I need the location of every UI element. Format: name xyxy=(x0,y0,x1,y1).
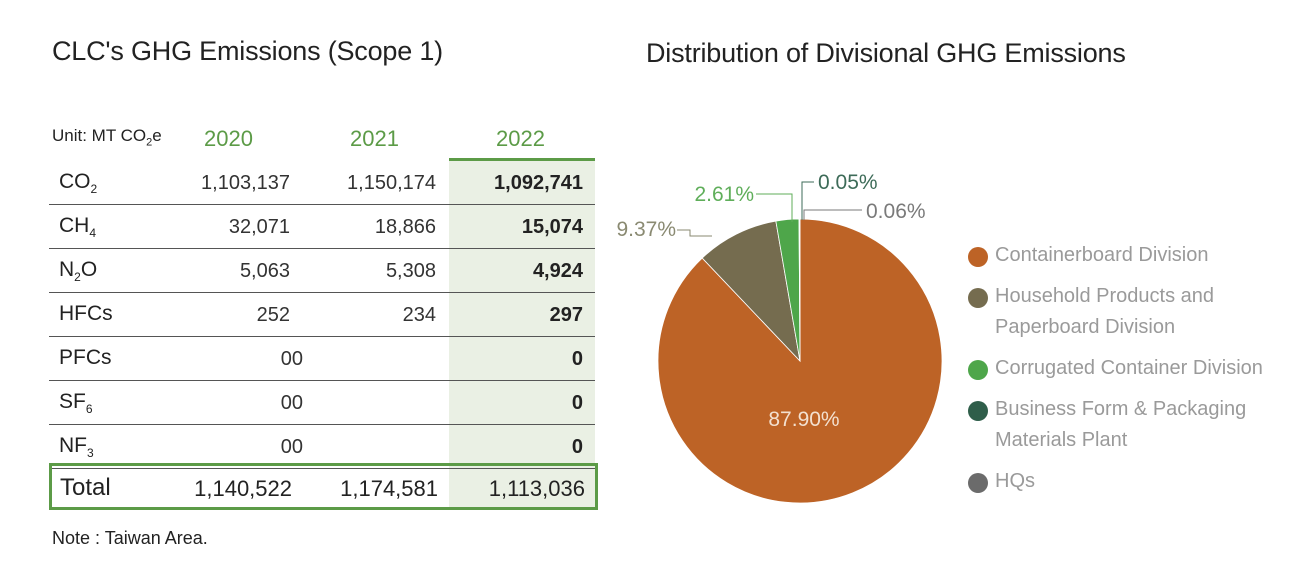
cell-2020: 1,103,137 xyxy=(201,172,290,194)
cell-2020-2021: 00 xyxy=(280,348,303,370)
legend-swatch xyxy=(968,288,988,308)
table-row: HFCs 252 234 297 xyxy=(49,293,595,337)
legend-swatch xyxy=(968,247,988,267)
unit-label: Unit: MT CO2e xyxy=(52,126,162,149)
cell-2022: 297 xyxy=(549,304,583,326)
legend-swatch xyxy=(968,401,988,421)
gas-label: N2O xyxy=(59,258,98,285)
cell-2020-2021: 00 xyxy=(280,436,303,458)
total-label: Total xyxy=(60,474,111,501)
leader-line-household xyxy=(677,229,712,237)
table-row: CH4 32,071 18,866 15,074 xyxy=(49,205,595,249)
cell-2022: 1,092,741 xyxy=(494,172,583,194)
total-2021: 1,174,581 xyxy=(340,476,438,501)
legend-swatch xyxy=(968,473,988,493)
legend-label: Corrugated Container Division xyxy=(995,357,1263,379)
cell-2021: 234 xyxy=(402,304,436,326)
chart-title: Distribution of Divisional GHG Emissions xyxy=(646,38,1126,68)
table-row: N2O 5,063 5,308 4,924 xyxy=(49,249,595,293)
cell-2022: 15,074 xyxy=(521,216,583,238)
leader-line-corrugated xyxy=(756,193,793,222)
cell-2021: 1,150,174 xyxy=(347,172,436,194)
gas-label: CO2 xyxy=(59,170,98,197)
table-row: SF6 00 0 xyxy=(49,381,595,425)
cell-2022: 0 xyxy=(571,392,583,414)
year-header-2020: 2020 xyxy=(204,126,253,151)
legend-label: Containerboard Division xyxy=(995,244,1209,266)
gas-label: CH4 xyxy=(59,214,97,241)
cell-2020: 5,063 xyxy=(239,260,290,282)
cell-2021: 5,308 xyxy=(385,260,436,282)
table-title: CLC's GHG Emissions (Scope 1) xyxy=(52,36,443,66)
data-label-business-form: 0.05% xyxy=(818,171,878,194)
data-label-household: 9.37% xyxy=(616,218,676,241)
highlight-column-2022 xyxy=(449,160,595,508)
cell-2020-2021: 00 xyxy=(280,392,303,414)
cell-2022: 4,924 xyxy=(532,260,583,282)
legend-label: HQs xyxy=(995,470,1035,492)
data-label-corrugated: 2.61% xyxy=(694,183,754,206)
table-row: CO2 1,103,137 1,150,174 1,092,741 xyxy=(49,161,595,205)
year-header-2022: 2022 xyxy=(496,126,545,151)
cell-2022: 0 xyxy=(571,436,583,458)
slice-hqs xyxy=(799,218,801,362)
footnote: Note : Taiwan Area. xyxy=(52,528,208,548)
gas-label: HFCs xyxy=(59,302,113,325)
year-header-2021: 2021 xyxy=(350,126,399,151)
leader-line-business-form xyxy=(801,181,814,220)
legend-label: Business Form & Packaging Materials Plant xyxy=(995,398,1247,451)
cell-2021: 18,866 xyxy=(374,216,436,238)
highlight-bar-2022 xyxy=(449,158,595,161)
cell-2020: 32,071 xyxy=(228,216,290,238)
total-2020: 1,140,522 xyxy=(194,476,292,501)
total-row: Total 1,140,522 1,174,581 1,113,036 xyxy=(49,463,598,510)
leader-line-hqs xyxy=(803,209,862,220)
total-2022: 1,113,036 xyxy=(488,476,585,501)
data-label-containerboard: 87.90% xyxy=(768,408,839,431)
table-row: NF3 00 0 xyxy=(49,425,595,469)
data-label-hqs: 0.06% xyxy=(866,200,926,223)
legend-swatch xyxy=(968,360,988,380)
cell-2020: 252 xyxy=(256,304,290,326)
legend-label: Household Products and Paperboard Divisio… xyxy=(995,285,1215,338)
gas-label: PFCs xyxy=(59,346,112,369)
cell-2022: 0 xyxy=(571,348,583,370)
pie-chart: 87.90% 9.37% 2.61% 0.05% 0.06% xyxy=(616,171,943,504)
gas-label: NF3 xyxy=(59,434,94,461)
table-row: PFCs 00 0 xyxy=(49,337,595,381)
gas-label: SF6 xyxy=(59,390,93,417)
slice-household-paperboard xyxy=(701,220,801,363)
